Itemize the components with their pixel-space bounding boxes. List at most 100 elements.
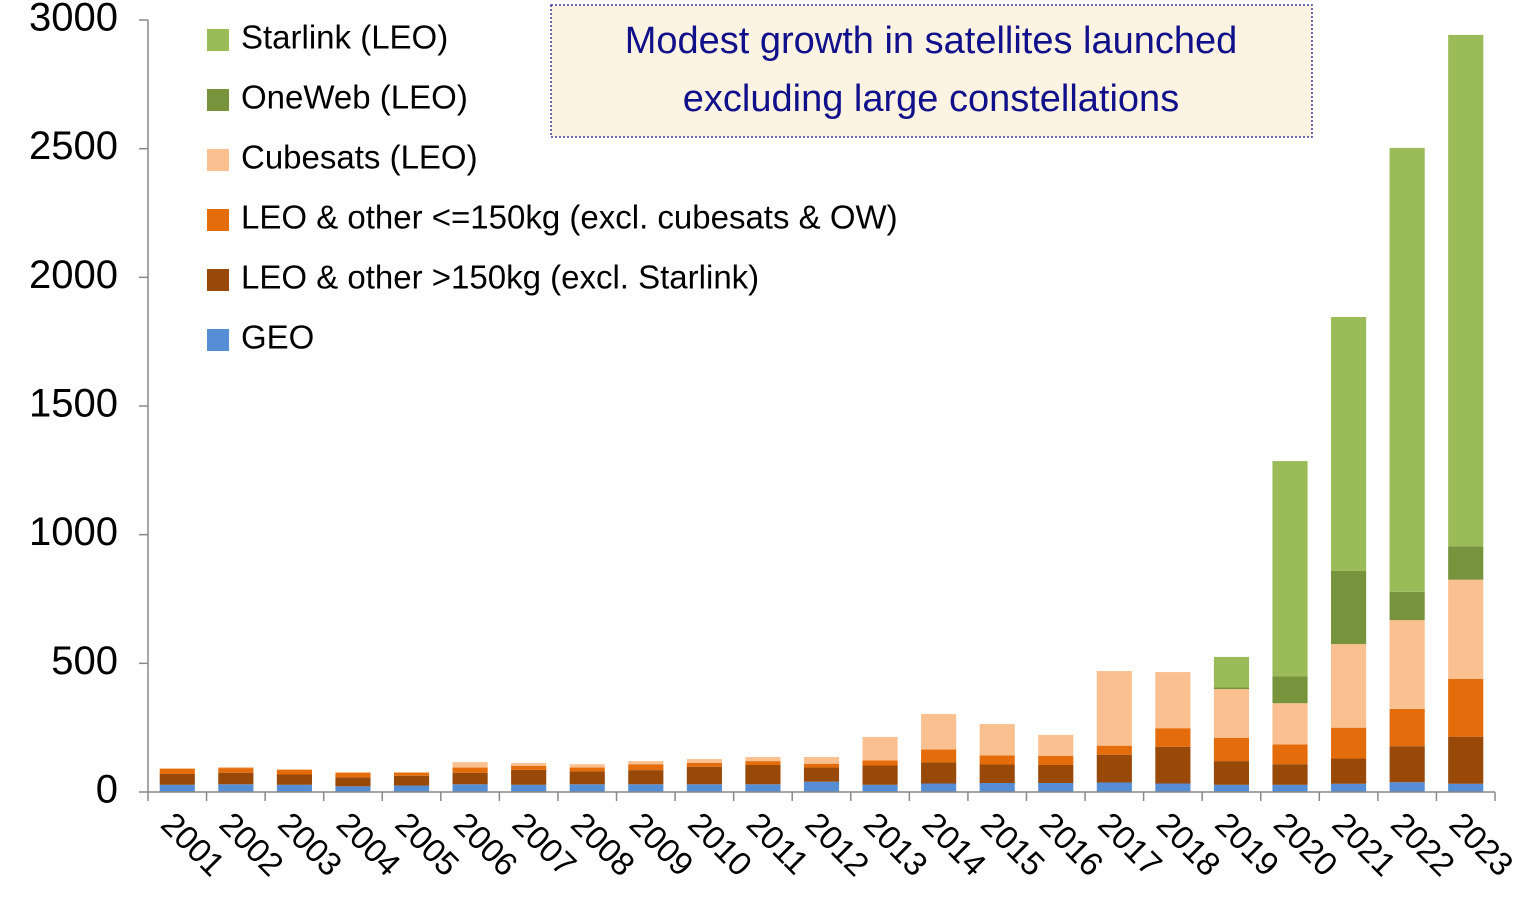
bar-segment <box>628 770 664 785</box>
bar-segment <box>1038 764 1074 783</box>
bar-segment <box>862 784 898 792</box>
bar-segment <box>159 768 195 769</box>
bar-segment <box>686 759 722 763</box>
bar-segment <box>276 769 312 775</box>
bar-segment <box>1389 147 1425 592</box>
bar-segment <box>569 784 605 792</box>
bar-segment <box>511 762 547 767</box>
bar-segment <box>628 764 664 771</box>
bar-segment <box>979 764 1015 783</box>
bar-segment <box>276 784 312 792</box>
bar-segment <box>1448 783 1484 792</box>
bar-segment <box>393 775 430 786</box>
bar-segment <box>569 771 605 785</box>
bar-segment <box>1213 656 1250 688</box>
x-tick-label: 2020 <box>1267 805 1345 883</box>
legend-swatch <box>207 149 229 171</box>
bar-segment <box>1448 678 1484 737</box>
x-tick-label: 2012 <box>798 805 876 883</box>
bar-segment <box>276 769 312 770</box>
bar-segment <box>159 768 195 774</box>
legend-label: Cubesats (LEO) <box>241 139 478 176</box>
bar-segment <box>1389 620 1425 709</box>
bar-segment <box>1272 764 1308 785</box>
bar-segment <box>1389 708 1425 747</box>
bar-segment <box>628 784 664 792</box>
x-tick-label: 2016 <box>1033 805 1111 883</box>
bar-segment <box>921 749 957 763</box>
bar-segment <box>1331 783 1367 792</box>
bar-segment <box>159 773 195 785</box>
bar-segment <box>862 736 898 761</box>
y-tick-label: 3000 <box>29 0 118 40</box>
bar-segment <box>1389 782 1425 792</box>
chart-title: excluding large constellations <box>683 78 1179 120</box>
bar-segment <box>628 761 664 765</box>
x-tick-label: 2007 <box>506 805 584 883</box>
bar-segment <box>511 769 547 785</box>
bar-segment <box>335 786 371 792</box>
bar-segment <box>1272 461 1308 677</box>
bar-segment <box>1155 783 1191 792</box>
bar-segment <box>1448 34 1484 547</box>
bar-segment <box>803 757 840 764</box>
bar-segment <box>745 764 781 785</box>
bar-segment <box>745 784 781 792</box>
y-tick-label: 0 <box>96 768 118 812</box>
bar-segment <box>745 757 781 762</box>
bar-segment <box>1155 728 1191 747</box>
bar-segment <box>1038 755 1074 765</box>
x-tick-label: 2001 <box>154 805 232 883</box>
bar-segment <box>1096 671 1132 746</box>
bar-segment <box>218 772 254 785</box>
bar-segment <box>276 774 312 785</box>
title-box <box>550 4 1313 138</box>
x-tick-label: 2010 <box>681 805 759 883</box>
y-tick-label: 2500 <box>29 124 118 168</box>
bar-segment <box>803 763 840 768</box>
x-tick-label: 2017 <box>1091 805 1169 883</box>
bar-segment <box>1331 570 1367 645</box>
legend-swatch <box>207 89 229 111</box>
x-tick-label: 2009 <box>623 805 701 883</box>
x-tick-label: 2011 <box>740 805 816 881</box>
x-tick-label: 2014 <box>916 805 994 883</box>
bar-segment <box>1331 727 1367 759</box>
x-tick-label: 2005 <box>388 805 466 883</box>
legend-label: GEO <box>241 319 314 356</box>
x-tick-label: 2003 <box>271 805 349 883</box>
y-tick-label: 1500 <box>29 382 118 426</box>
bar-segment <box>745 761 781 765</box>
bar-segment <box>1331 316 1367 571</box>
bar-segment <box>218 767 254 769</box>
x-tick-label: 2004 <box>330 805 408 883</box>
bar-segment <box>218 784 254 792</box>
bar-segment <box>1272 784 1308 792</box>
bar-segment <box>452 784 488 792</box>
legend-label: OneWeb (LEO) <box>241 79 468 116</box>
bar-segment <box>159 784 195 792</box>
bar-segment <box>862 765 898 785</box>
bar-segment <box>1213 761 1250 785</box>
bar-segment <box>979 755 1015 765</box>
bar-segment <box>1389 591 1425 621</box>
bar-segment <box>1155 746 1191 784</box>
bar-segment <box>393 772 430 776</box>
bar-segment <box>979 782 1015 792</box>
bar-segment <box>393 771 430 773</box>
bar-segment <box>1213 784 1250 792</box>
bar-segment <box>1096 754 1132 783</box>
x-tick-label: 2008 <box>564 805 642 883</box>
legend-swatch <box>207 329 229 351</box>
y-tick-label: 500 <box>51 639 118 683</box>
bar-segment <box>1213 689 1250 738</box>
y-tick-label: 1000 <box>29 510 118 554</box>
x-tick-label: 2019 <box>1208 805 1286 883</box>
bar-segment <box>452 767 488 773</box>
chart-title: Modest growth in satellites launched <box>625 20 1238 62</box>
bar-segment <box>1213 687 1250 690</box>
bar-segment <box>335 772 371 778</box>
bar-segment <box>862 760 898 766</box>
bar-segment <box>1038 782 1074 792</box>
bar-segment <box>1331 644 1367 728</box>
